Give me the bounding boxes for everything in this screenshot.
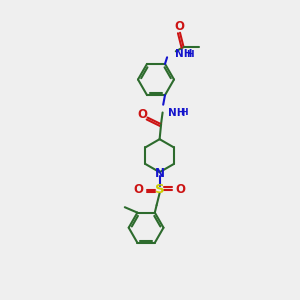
Text: N: N: [154, 167, 165, 180]
Text: O: O: [176, 183, 186, 196]
Text: O: O: [134, 183, 144, 196]
Text: O: O: [174, 20, 184, 33]
Text: NH: NH: [175, 49, 192, 59]
Text: O: O: [137, 108, 147, 121]
Text: S: S: [155, 183, 164, 196]
Text: H: H: [180, 108, 187, 117]
Text: H: H: [187, 50, 194, 59]
Text: NH: NH: [168, 108, 185, 118]
